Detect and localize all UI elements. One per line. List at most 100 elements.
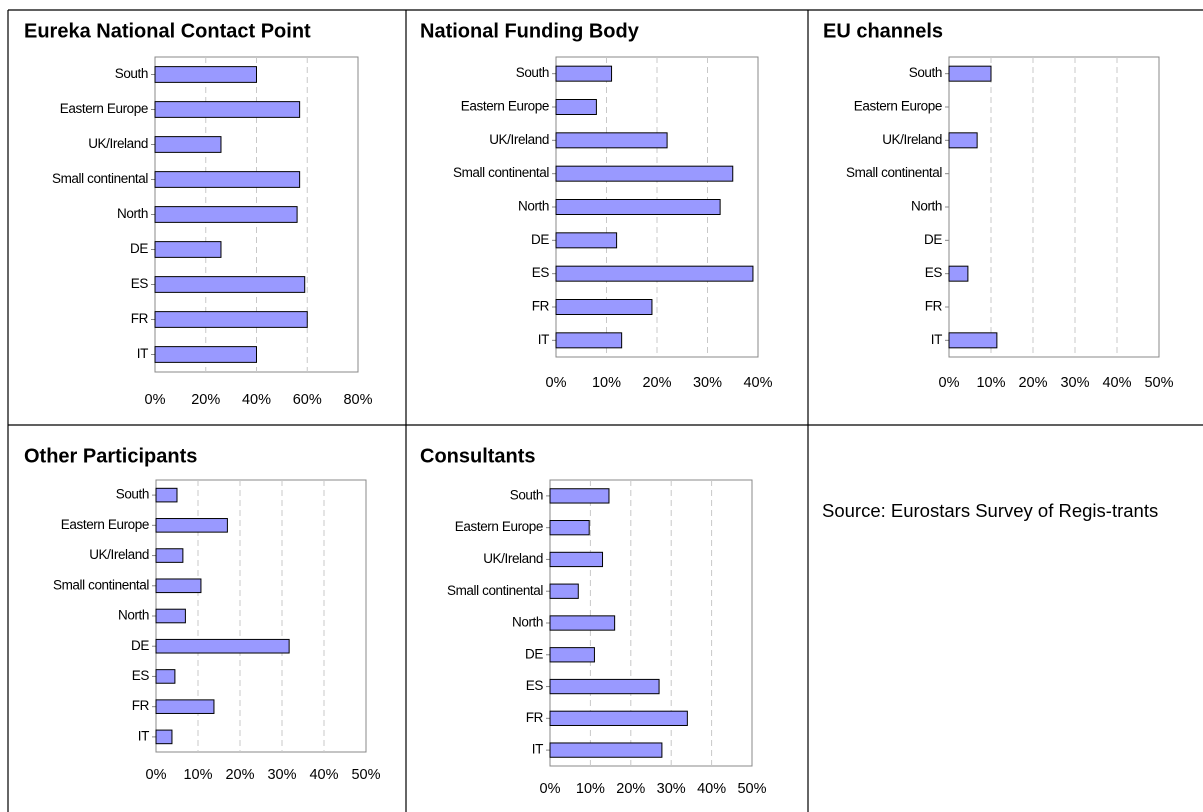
bar xyxy=(549,742,663,758)
x-tick-label: 10% xyxy=(183,767,212,783)
bar xyxy=(154,101,301,118)
x-tick-label: 0% xyxy=(546,375,567,391)
y-tick-label: UK/Ireland xyxy=(483,551,543,566)
y-tick-label: UK/Ireland xyxy=(88,136,148,151)
bar xyxy=(555,132,668,149)
bar xyxy=(154,276,306,293)
bar xyxy=(948,332,998,349)
y-tick-label: IT xyxy=(538,332,549,347)
x-tick-label: 40% xyxy=(697,781,726,797)
y-tick-label: DE xyxy=(131,638,149,653)
y-tick-label: FR xyxy=(925,299,943,314)
bar xyxy=(549,488,610,504)
bar xyxy=(154,241,222,258)
bar xyxy=(555,199,721,215)
y-tick-label: IT xyxy=(532,742,543,757)
panel: EU channels 0% 10% 20% 30% 40% 50% South Eastern… xyxy=(823,20,1174,391)
x-tick-label: 20% xyxy=(1018,375,1047,391)
x-tick-label: 50% xyxy=(351,767,380,783)
bar xyxy=(155,548,184,563)
bar xyxy=(555,332,623,349)
y-tick-label: IT xyxy=(138,728,149,743)
x-tick-label: 0% xyxy=(146,767,167,783)
y-tick-label: Small continental xyxy=(53,577,149,592)
bar xyxy=(155,669,176,684)
bar xyxy=(948,265,969,282)
y-tick-label: ES xyxy=(526,678,544,693)
y-tick-label: IT xyxy=(931,332,942,347)
x-tick-label: 20% xyxy=(642,375,671,391)
y-tick-label: Eastern Europe xyxy=(60,101,148,116)
bar xyxy=(155,638,290,654)
bar xyxy=(549,678,660,695)
bar xyxy=(555,265,754,282)
bar xyxy=(155,608,186,624)
bar xyxy=(549,647,595,663)
y-tick-label: ES xyxy=(925,265,943,280)
y-tick-label: UK/Ireland xyxy=(489,132,549,147)
bar xyxy=(555,232,618,249)
panel: National Funding Body 0% 10% 20% 30% 40% South… xyxy=(420,20,773,391)
x-tick-label: 10% xyxy=(592,375,621,391)
chart-title: National Funding Body xyxy=(420,20,640,42)
bar xyxy=(948,65,992,82)
bar xyxy=(155,518,228,533)
bar xyxy=(154,206,298,223)
x-tick-label: 10% xyxy=(576,781,605,797)
bar xyxy=(549,551,604,568)
x-tick-label: 30% xyxy=(657,781,686,797)
x-tick-label: 20% xyxy=(191,392,220,408)
x-tick-label: 10% xyxy=(976,375,1005,391)
bar xyxy=(154,136,222,153)
x-tick-label: 40% xyxy=(743,375,772,391)
y-tick-label: Small continental xyxy=(447,583,543,598)
chart-title: Consultants xyxy=(420,445,536,467)
y-tick-label: Eastern Europe xyxy=(461,99,549,114)
y-tick-label: UK/Ireland xyxy=(882,132,942,147)
y-tick-label: ES xyxy=(131,276,149,291)
x-tick-label: 30% xyxy=(1060,375,1089,391)
x-tick-label: 60% xyxy=(293,392,322,408)
chart-title: EU channels xyxy=(823,20,943,42)
y-tick-label: South xyxy=(115,66,148,81)
y-tick-label: North xyxy=(911,199,942,214)
y-tick-label: Small continental xyxy=(52,171,148,186)
bar xyxy=(555,299,653,315)
y-tick-label: North xyxy=(518,199,549,214)
bar xyxy=(155,487,178,503)
y-tick-label: Eastern Europe xyxy=(455,519,543,534)
y-tick-label: South xyxy=(116,487,149,502)
bar xyxy=(549,583,579,599)
bar xyxy=(549,615,616,631)
x-tick-label: 80% xyxy=(343,392,372,408)
bar xyxy=(555,65,613,82)
table-lines xyxy=(7,9,1203,812)
x-tick-label: 40% xyxy=(242,392,271,408)
bar xyxy=(154,346,257,363)
y-tick-label: DE xyxy=(924,232,942,247)
plot-area xyxy=(948,56,1160,358)
y-tick-label: North xyxy=(512,615,543,630)
y-tick-label: South xyxy=(516,65,549,80)
source-note: Source: Eurostars Survey of Regis-trants xyxy=(822,500,1159,521)
y-tick-label: DE xyxy=(130,241,148,256)
bar xyxy=(555,165,734,182)
bar xyxy=(154,311,308,328)
y-tick-label: Eastern Europe xyxy=(61,517,149,532)
x-tick-label: 0% xyxy=(145,392,166,408)
y-tick-label: FR xyxy=(532,299,550,314)
x-tick-label: 0% xyxy=(540,781,561,797)
bar xyxy=(948,132,978,149)
y-tick-label: ES xyxy=(132,668,150,683)
y-tick-label: Eastern Europe xyxy=(854,99,942,114)
panel: Consultants 0% 10% 20% 30% 40% 50% South Eastern… xyxy=(420,445,767,797)
panel: Other Participants 0% 10% 20% 30% 40% 50% South… xyxy=(24,445,381,783)
y-tick-label: North xyxy=(118,608,149,623)
chart-title: Other Participants xyxy=(24,445,197,467)
x-tick-label: 50% xyxy=(1144,375,1173,391)
x-tick-label: 0% xyxy=(939,375,960,391)
x-tick-label: 30% xyxy=(267,767,296,783)
x-tick-label: 20% xyxy=(616,781,645,797)
bar xyxy=(155,729,173,745)
